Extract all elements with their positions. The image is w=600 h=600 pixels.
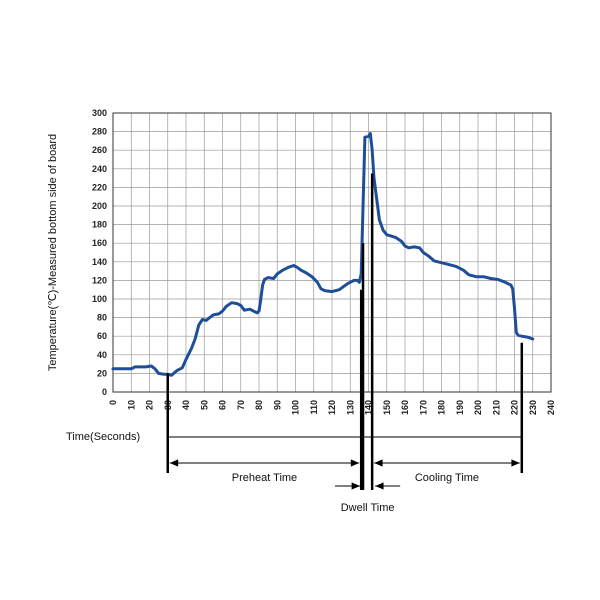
x-tick-label: 200 bbox=[473, 400, 483, 415]
x-tick-label: 230 bbox=[528, 400, 538, 415]
x-tick-label: 90 bbox=[272, 400, 282, 410]
y-tick-label: 40 bbox=[97, 350, 107, 360]
arrow-head bbox=[350, 459, 360, 467]
x-tick-label: 140 bbox=[364, 400, 374, 415]
x-tick-label: 240 bbox=[546, 400, 556, 415]
x-tick-label: 60 bbox=[218, 400, 228, 410]
x-tick-label: 110 bbox=[309, 400, 319, 415]
temperature-series-line bbox=[111, 132, 535, 377]
arrow-head bbox=[169, 459, 179, 467]
y-tick-label: 80 bbox=[97, 313, 107, 323]
x-tick-label: 190 bbox=[455, 400, 465, 415]
arrow-head bbox=[351, 482, 361, 490]
x-tick-label: 150 bbox=[382, 400, 392, 415]
x-tick-label: 130 bbox=[345, 400, 355, 415]
x-tick-label: 220 bbox=[510, 400, 520, 415]
arrow-head bbox=[374, 459, 383, 467]
x-tick-label: 50 bbox=[199, 400, 209, 410]
x-tick-label: 100 bbox=[291, 400, 301, 415]
y-tick-label: 60 bbox=[97, 331, 107, 341]
x-tick-label: 10 bbox=[126, 400, 136, 410]
x-axis-label: Time(Seconds) bbox=[66, 431, 140, 443]
y-tick-label: 300 bbox=[92, 108, 107, 118]
arrow-head bbox=[375, 482, 384, 490]
x-tick-labels: 0102030405060708090100110120130140150160… bbox=[108, 400, 556, 415]
dwell-label: Dwell Time bbox=[341, 502, 395, 514]
y-tick-label: 240 bbox=[92, 164, 107, 174]
y-tick-label: 280 bbox=[92, 127, 107, 137]
y-tick-label: 120 bbox=[92, 275, 107, 285]
y-tick-label: 220 bbox=[92, 182, 107, 192]
y-tick-label: 160 bbox=[92, 238, 107, 248]
y-tick-label: 0 bbox=[102, 387, 107, 397]
x-tick-label: 20 bbox=[145, 400, 155, 410]
x-tick-label: 0 bbox=[108, 400, 118, 405]
phase-annotations: Preheat Time Cooling Time Dwell Time bbox=[166, 173, 524, 514]
x-tick-label: 120 bbox=[327, 400, 337, 415]
x-tick-label: 210 bbox=[491, 400, 501, 415]
x-tick-label: 40 bbox=[181, 400, 191, 410]
y-tick-labels: 0 20 40 60 80 100 120 140 160 180 200 220 240 260 280 3… bbox=[92, 108, 107, 397]
cooling-label: Cooling Time bbox=[415, 472, 479, 484]
x-tick-label: 180 bbox=[437, 400, 447, 415]
x-tick-label: 70 bbox=[236, 400, 246, 410]
y-tick-label: 140 bbox=[92, 257, 107, 267]
y-axis-label: Temperature(℃)-Measured bottom side of b… bbox=[47, 134, 59, 371]
grid bbox=[112, 112, 552, 393]
y-tick-label: 100 bbox=[92, 294, 107, 304]
y-tick-label: 200 bbox=[92, 201, 107, 211]
y-tick-label: 180 bbox=[92, 220, 107, 230]
x-tick-label: 160 bbox=[400, 400, 410, 415]
preheat-label: Preheat Time bbox=[232, 472, 297, 484]
x-tick-label: 170 bbox=[418, 400, 428, 415]
y-tick-label: 20 bbox=[97, 368, 107, 378]
y-tick-label: 260 bbox=[92, 145, 107, 155]
plot-frame bbox=[112, 112, 552, 393]
arrow-head bbox=[511, 459, 520, 467]
x-tick-label: 80 bbox=[254, 400, 264, 410]
